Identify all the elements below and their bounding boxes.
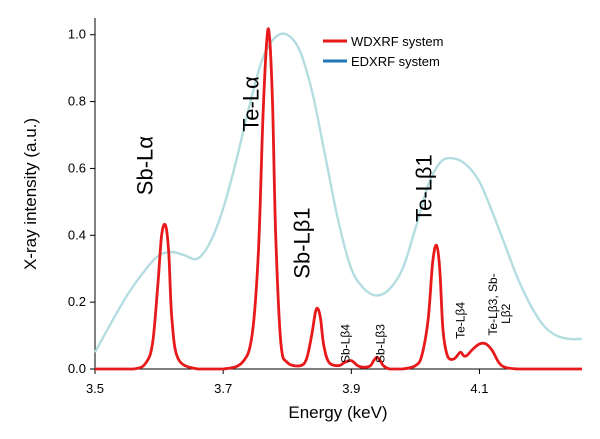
- y-ticks: 0.0 0.2 0.4 0.6 0.8 1.0: [68, 27, 95, 376]
- x-tick-label: 4.1: [470, 381, 488, 396]
- y-tick-label: 0.2: [68, 294, 86, 309]
- peak-annotation: Sb-Lβ1: [290, 207, 315, 278]
- y-tick-label: 0.0: [68, 361, 86, 376]
- series-layer: [93, 27, 583, 371]
- x-tick-label: 3.9: [342, 381, 360, 396]
- x-axis-title: Energy (keV): [288, 403, 387, 422]
- y-tick-label: 1.0: [68, 27, 86, 42]
- peak-annotation: Te-Lβ4: [454, 302, 468, 339]
- annotations: Sb-Lα Te-Lα Sb-Lβ1 Te-Lβ1 Sb-Lβ4 Sb-Lβ3 Te-Lβ4…: [133, 76, 514, 363]
- legend: WDXRF system EDXRF system: [323, 34, 443, 69]
- peak-annotation: Sb-Lβ4: [338, 324, 352, 363]
- series-line-edxrf: [93, 32, 583, 353]
- peak-annotation: Te-Lβ1: [411, 154, 436, 222]
- peak-annotation: Lβ2: [499, 303, 513, 324]
- series-line-wdxrf: [95, 27, 582, 371]
- legend-label-edxrf: EDXRF system: [351, 54, 440, 69]
- legend-label-wdxrf: WDXRF system: [351, 34, 443, 49]
- x-tick-label: 3.5: [86, 381, 104, 396]
- x-ticks: 3.5 3.7 3.9 4.1: [86, 369, 489, 396]
- y-tick-label: 0.8: [68, 94, 86, 109]
- plot-area: 0.0 0.2 0.4 0.6 0.8 1.0 3.5 3.7 3.9 4.1 Sb-Lα Te-…: [68, 18, 583, 396]
- peak-annotation: Te-Lβ3, Sb-: [486, 273, 500, 335]
- y-tick-label: 0.6: [68, 160, 86, 175]
- y-axis-title: X-ray intensity (a.u.): [21, 118, 40, 270]
- x-tick-label: 3.7: [214, 381, 232, 396]
- peak-annotation: Te-Lα: [238, 76, 263, 132]
- peak-annotation: Sb-Lα: [133, 136, 158, 195]
- y-tick-label: 0.4: [68, 227, 86, 242]
- peak-annotation: Sb-Lβ3: [374, 324, 388, 363]
